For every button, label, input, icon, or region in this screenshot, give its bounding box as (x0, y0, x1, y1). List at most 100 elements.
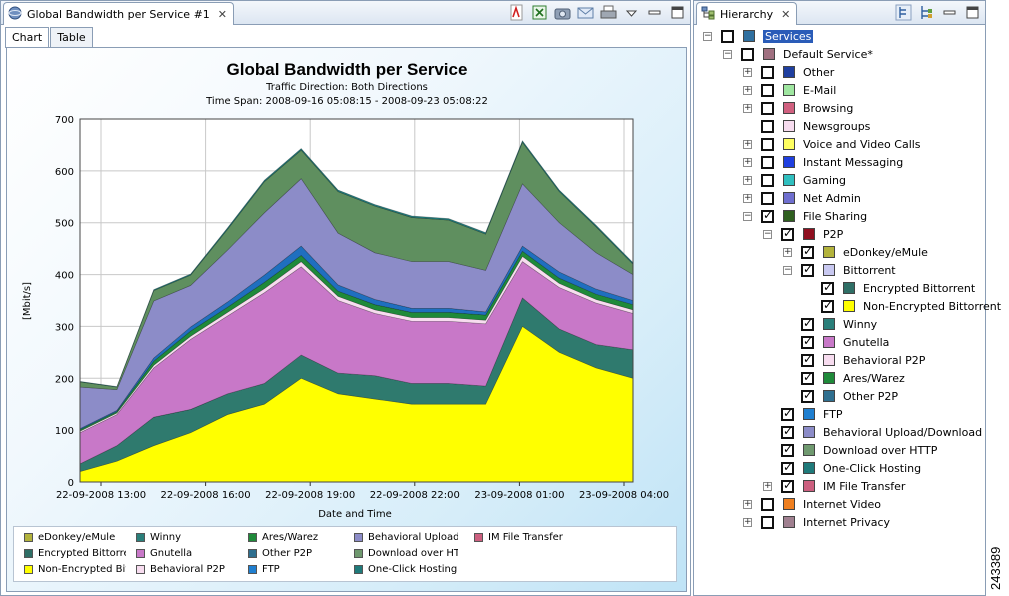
tree-item-newsgroups[interactable]: Newsgroups (743, 117, 870, 135)
tree-checkbox[interactable] (801, 388, 814, 403)
tree-checkbox[interactable] (761, 65, 774, 79)
expand-icon[interactable]: + (743, 192, 752, 203)
tree-item-non-encrypted-bittorrent[interactable]: Non-Encrypted Bittorrent (803, 297, 1001, 315)
tree-item-winny[interactable]: Winny (783, 315, 877, 333)
tree-item-internet-video[interactable]: + Internet Video (743, 495, 881, 513)
expand-icon[interactable]: + (743, 84, 752, 95)
tree-item-im-file-transfer[interactable]: + IM File Transfer (763, 477, 905, 495)
tree-checkbox[interactable] (781, 442, 794, 457)
color-swatch (823, 336, 835, 348)
tree-item-browsing[interactable]: + Browsing (743, 99, 853, 117)
tree-item-default-service[interactable]: − Default Service* (723, 45, 873, 63)
minimize-icon[interactable] (941, 4, 958, 21)
tree-item-other[interactable]: + Other (743, 63, 834, 81)
tree-checkbox[interactable] (801, 370, 814, 385)
pdf-export-icon[interactable] (508, 4, 525, 21)
tree-checkbox[interactable] (721, 29, 734, 43)
tree-item-gaming[interactable]: + Gaming (743, 171, 846, 189)
tree-item-net-admin[interactable]: + Net Admin (743, 189, 861, 207)
close-icon[interactable]: ✕ (217, 7, 227, 21)
collapse-icon[interactable]: − (743, 210, 752, 221)
expand-icon[interactable]: + (743, 138, 752, 149)
expand-icon[interactable]: + (743, 66, 752, 77)
tree-checkbox[interactable] (761, 208, 774, 223)
tree-checkbox[interactable] (761, 137, 774, 151)
chart-table-tabs: Chart Table (5, 27, 94, 48)
excel-export-icon[interactable] (531, 4, 548, 21)
expand-icon[interactable]: + (743, 102, 752, 113)
legend-label: Gnutella (150, 548, 193, 559)
legend-item: IM File Transfer (474, 532, 584, 543)
tree-item-label: Services (763, 29, 814, 43)
tree-checkbox[interactable] (781, 460, 794, 475)
view-menu-icon[interactable] (623, 4, 640, 21)
filter-icon[interactable] (918, 4, 935, 21)
tab-chart[interactable]: Chart (5, 27, 50, 48)
tree-checkbox[interactable] (761, 155, 774, 169)
tree-item-other-p2p[interactable]: Other P2P (783, 387, 898, 405)
expand-icon[interactable]: + (743, 156, 752, 167)
minimize-icon[interactable] (646, 4, 663, 21)
tree-checkbox[interactable] (741, 47, 754, 61)
collapse-icon[interactable]: − (703, 30, 712, 41)
tree-item-ftp[interactable]: FTP (763, 405, 843, 423)
tree-checkbox[interactable] (781, 226, 794, 241)
expand-icon[interactable]: + (743, 516, 752, 527)
maximize-icon[interactable] (669, 4, 686, 21)
tree-checkbox[interactable] (801, 352, 814, 367)
tree-checkbox[interactable] (781, 478, 794, 493)
maximize-icon[interactable] (964, 4, 981, 21)
tree-item-e-mail[interactable]: + E-Mail (743, 81, 836, 99)
tree-checkbox[interactable] (761, 191, 774, 205)
tree-item-gnutella[interactable]: Gnutella (783, 333, 889, 351)
tree-checkbox[interactable] (821, 298, 834, 313)
hierarchy-view-tab[interactable]: Hierarchy ✕ (696, 2, 798, 25)
tree-item-behavioral-p2p[interactable]: Behavioral P2P (783, 351, 925, 369)
tree-item-encrypted-bittorrent[interactable]: Encrypted Bittorrent (803, 279, 975, 297)
tree-item-ares-warez[interactable]: Ares/Warez (783, 369, 905, 387)
tree-checkbox[interactable] (761, 173, 774, 187)
tree-item-one-click-hosting[interactable]: One-Click Hosting (763, 459, 921, 477)
tree-item-behavioral-upload-download[interactable]: Behavioral Upload/Download (763, 423, 982, 441)
tree-item-download-over-http[interactable]: Download over HTTP (763, 441, 937, 459)
collapse-icon[interactable]: − (723, 48, 732, 59)
tree-checkbox[interactable] (761, 101, 774, 115)
collapse-all-icon[interactable] (895, 4, 912, 21)
legend-swatch (136, 565, 145, 574)
tree-item-internet-privacy[interactable]: + Internet Privacy (743, 513, 890, 531)
tree-item-p2p[interactable]: − P2P (763, 225, 843, 243)
tree-checkbox[interactable] (781, 424, 794, 439)
color-swatch (823, 372, 835, 384)
collapse-icon[interactable]: − (763, 228, 772, 239)
tree-item-edonkey-emule[interactable]: + eDonkey/eMule (783, 243, 928, 261)
tree-checkbox[interactable] (761, 83, 774, 97)
chart-view-tab[interactable]: Global Bandwidth per Service #1 ✕ (3, 2, 234, 25)
tree-checkbox[interactable] (761, 497, 774, 511)
chart-title: Global Bandwidth per Service (227, 60, 468, 79)
tree-checkbox[interactable] (761, 119, 774, 133)
tree-item-bittorrent[interactable]: − Bittorrent (783, 261, 896, 279)
tree-checkbox[interactable] (801, 244, 814, 259)
tree-item-voice-and-video-calls[interactable]: + Voice and Video Calls (743, 135, 921, 153)
expand-icon[interactable]: + (783, 246, 792, 257)
tree-checkbox[interactable] (801, 262, 814, 277)
expand-icon[interactable]: + (743, 498, 752, 509)
camera-snapshot-icon[interactable] (554, 4, 571, 21)
close-icon[interactable]: ✕ (781, 7, 791, 21)
tree-checkbox[interactable] (761, 515, 774, 529)
print-icon[interactable] (600, 4, 617, 21)
tree-checkbox[interactable] (781, 406, 794, 421)
tree-item-file-sharing[interactable]: − File Sharing (743, 207, 867, 225)
tree-item-instant-messaging[interactable]: + Instant Messaging (743, 153, 903, 171)
expand-icon[interactable]: + (743, 174, 752, 185)
tree-item-services[interactable]: − Services (703, 27, 814, 45)
tab-table[interactable]: Table (50, 27, 93, 47)
collapse-icon[interactable]: − (783, 264, 792, 275)
expand-icon[interactable]: + (763, 480, 772, 491)
tree-item-label: Internet Video (803, 497, 881, 511)
tree-checkbox[interactable] (801, 334, 814, 349)
tree-checkbox[interactable] (821, 280, 834, 295)
y-axis-label: [Mbit/s] (22, 282, 33, 320)
email-icon[interactable] (577, 4, 594, 21)
tree-checkbox[interactable] (801, 316, 814, 331)
